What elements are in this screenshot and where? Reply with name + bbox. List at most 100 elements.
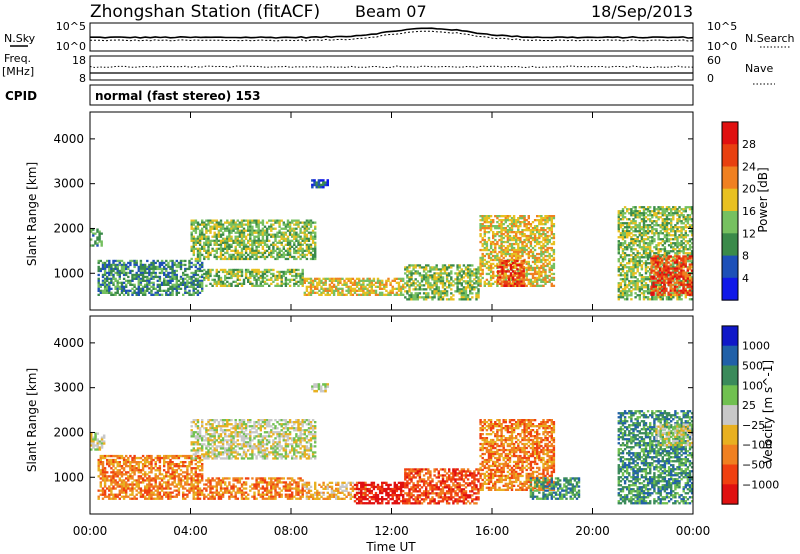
echo-cell — [626, 278, 629, 281]
echo-cell — [100, 232, 103, 235]
echo-cell — [288, 270, 292, 274]
echo-cell — [408, 272, 411, 275]
echo-cell — [291, 227, 294, 230]
echo-cell — [219, 221, 223, 224]
echo-cell — [282, 227, 285, 230]
echo-cell — [203, 241, 206, 244]
echo-cell — [669, 271, 672, 274]
echo-cell — [665, 287, 668, 290]
echo-cell — [663, 226, 667, 229]
echo-cell — [305, 287, 309, 290]
echo-cell — [118, 456, 121, 460]
echo-cell — [291, 255, 294, 259]
echo-cell — [272, 272, 275, 276]
echo-cell — [628, 254, 631, 257]
echo-cell — [116, 475, 119, 478]
echo-cell — [646, 276, 650, 279]
echo-cell — [362, 291, 365, 294]
echo-cell — [460, 274, 463, 277]
echo-cell — [525, 244, 528, 248]
echo-cell — [515, 219, 518, 222]
echo-cell — [644, 282, 648, 285]
echo-cell — [101, 497, 105, 500]
echo-cell — [542, 219, 545, 222]
echo-cell — [623, 286, 627, 289]
echo-cell — [215, 270, 218, 274]
echo-cell — [690, 228, 694, 231]
echo-cell — [654, 255, 657, 258]
echo-cell — [297, 235, 300, 238]
echo-cell — [97, 289, 100, 292]
echo-cell — [542, 278, 545, 281]
echo-cell — [538, 260, 541, 264]
echo-cell — [628, 294, 631, 297]
echo-cell — [263, 249, 267, 252]
echo-cell — [317, 185, 321, 189]
echo-cell — [196, 259, 200, 263]
echo-cell — [425, 282, 428, 285]
echo-cell — [219, 284, 223, 287]
echo-cell — [515, 254, 518, 258]
echo-cell — [408, 298, 411, 301]
colorbar-segment — [722, 188, 738, 212]
echo-cell — [305, 277, 309, 280]
echo-cell — [544, 272, 547, 276]
echo-cell — [632, 218, 635, 221]
echo-cell — [673, 287, 677, 290]
echo-cell — [496, 227, 499, 230]
echo-cell — [253, 219, 256, 222]
echo-cell — [448, 298, 451, 301]
echo-cell — [435, 288, 438, 291]
echo-cell — [466, 298, 470, 301]
echo-cell — [322, 289, 325, 292]
echo-cell — [656, 271, 660, 274]
echo-cell — [106, 495, 109, 498]
echo-cell — [626, 226, 629, 229]
echo-cell — [422, 288, 426, 291]
echo-cell — [301, 253, 304, 257]
echo-cell — [644, 284, 648, 287]
echo-cell — [230, 276, 233, 280]
echo-cell — [630, 280, 633, 283]
echo-cell — [194, 259, 197, 263]
echo-cell — [481, 264, 484, 268]
echo-cell — [268, 245, 271, 248]
echo-cell — [531, 272, 535, 276]
echo-cell — [515, 231, 518, 234]
echo-cell — [358, 279, 361, 282]
echo-cell — [196, 221, 200, 224]
echo-cell — [544, 234, 547, 238]
echo-cell — [429, 268, 432, 271]
echo-cell — [205, 237, 208, 240]
echo-cell — [523, 234, 526, 238]
echo-cell — [686, 206, 690, 209]
echo-cell — [531, 252, 535, 256]
echo-cell — [209, 243, 212, 246]
echo-cell — [623, 274, 627, 277]
echo-cell — [129, 283, 132, 286]
echo-cell — [196, 251, 200, 255]
echo-cell — [676, 254, 679, 257]
echo-cell — [251, 270, 254, 274]
echo-cell — [445, 274, 449, 277]
echo-cell — [152, 259, 155, 263]
echo-cell — [198, 239, 202, 242]
echo-cell — [224, 257, 227, 261]
echo-cell — [684, 294, 687, 297]
echo-cell — [682, 210, 685, 213]
echo-cell — [224, 239, 227, 242]
echo-cell — [381, 279, 384, 282]
colorbar-tick-label: 16 — [742, 205, 756, 218]
echo-cell — [307, 285, 311, 288]
echo-cell — [150, 271, 153, 275]
echo-cell — [657, 250, 660, 253]
echo-cell — [224, 270, 227, 274]
echo-cell — [268, 270, 271, 274]
echo-cell — [636, 286, 639, 289]
echo-cell — [112, 493, 115, 496]
echo-cell — [544, 258, 547, 262]
echo-cell — [552, 242, 556, 246]
echo-cell — [536, 258, 539, 262]
echo-cell — [456, 278, 459, 281]
